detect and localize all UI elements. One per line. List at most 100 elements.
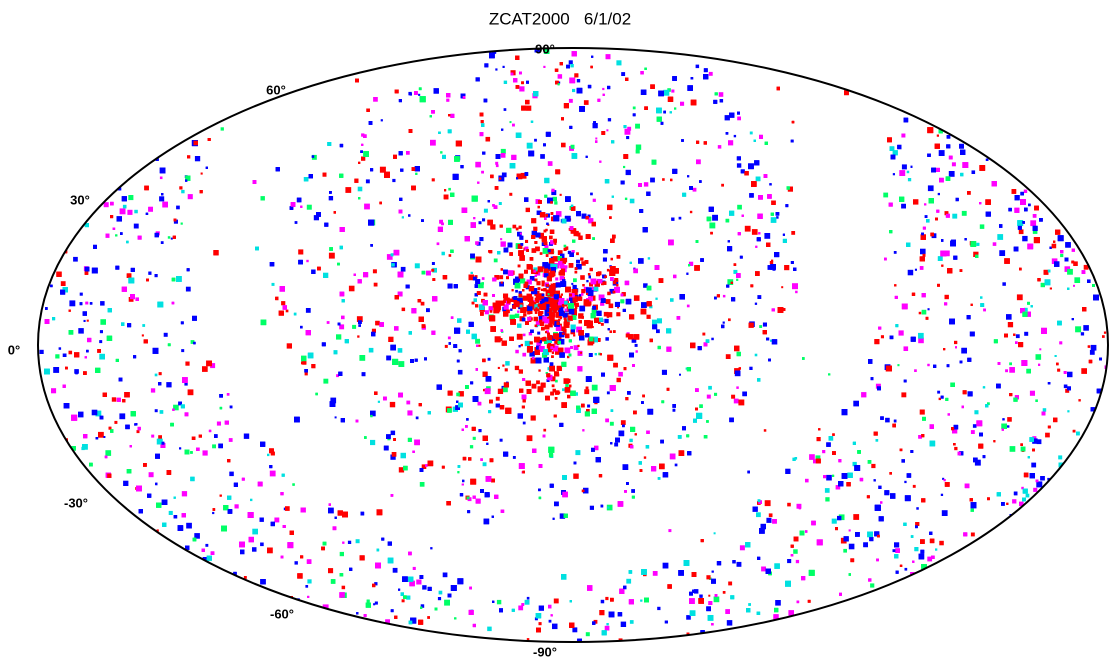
galaxy-dot [99, 354, 105, 360]
galaxy-dot [135, 297, 139, 301]
galaxy-dot [655, 298, 657, 300]
galaxy-dot [805, 479, 809, 483]
galaxy-dot [986, 159, 988, 161]
galaxy-dot [839, 593, 842, 596]
galaxy-dot [675, 464, 678, 467]
galaxy-dot [564, 245, 567, 248]
galaxy-dot [769, 513, 773, 517]
galaxy-dot [374, 283, 378, 287]
galaxy-dot [513, 456, 516, 459]
galaxy-dot [447, 408, 452, 413]
galaxy-dot [677, 316, 681, 320]
galaxy-dot [524, 197, 528, 201]
galaxy-dot [629, 570, 633, 574]
galaxy-dot [470, 445, 473, 448]
galaxy-dot [437, 242, 440, 245]
galaxy-dot [328, 568, 333, 573]
galaxy-dot [370, 415, 372, 417]
galaxy-dot [626, 579, 631, 584]
galaxy-dot [146, 279, 149, 282]
galaxy-dot [761, 567, 766, 572]
galaxy-dot [994, 339, 998, 343]
galaxy-dot [915, 269, 917, 271]
galaxy-dot [159, 196, 164, 201]
galaxy-dot [501, 153, 506, 158]
galaxy-dot [497, 600, 501, 604]
galaxy-dot [158, 435, 162, 439]
galaxy-dot [690, 211, 692, 213]
galaxy-dot [775, 600, 781, 606]
galaxy-dot [356, 539, 360, 543]
galaxy-dot [911, 166, 913, 168]
galaxy-dot [495, 68, 497, 70]
galaxy-dot [506, 228, 511, 233]
galaxy-dot [364, 204, 370, 210]
galaxy-dot [916, 507, 919, 510]
galaxy-dot [952, 214, 957, 219]
sky-map: ZCAT2000 6/1/02 90° 60° 30° 0° -30° -60°… [0, 0, 1112, 662]
galaxy-dot [610, 330, 613, 333]
galaxy-dot [766, 338, 769, 341]
galaxy-dot [142, 324, 145, 327]
galaxy-dot [567, 395, 570, 398]
galaxy-dot [287, 343, 292, 348]
galaxy-dot [219, 394, 223, 398]
galaxy-dot [719, 92, 724, 97]
galaxy-dot [475, 241, 478, 244]
galaxy-dot [201, 173, 203, 175]
galaxy-dot [459, 349, 462, 352]
galaxy-dot [881, 335, 884, 338]
galaxy-dot [543, 66, 545, 68]
galaxy-dot [437, 384, 443, 390]
galaxy-dot [727, 620, 733, 626]
galaxy-dot [1083, 325, 1089, 331]
galaxy-dot [670, 298, 674, 302]
galaxy-dot [592, 385, 598, 391]
galaxy-dot [361, 512, 365, 516]
galaxy-dot [577, 79, 580, 82]
galaxy-dot [617, 378, 621, 382]
galaxy-dot [185, 362, 189, 366]
galaxy-dot [575, 450, 580, 455]
galaxy-dot [323, 273, 328, 278]
galaxy-dot [605, 179, 609, 183]
galaxy-dot [1054, 261, 1059, 266]
galaxy-dot [475, 339, 480, 344]
galaxy-dot [726, 354, 731, 359]
galaxy-dot [687, 175, 689, 177]
galaxy-dot [964, 238, 967, 241]
galaxy-dot [920, 410, 925, 415]
galaxy-dot [377, 549, 380, 552]
galaxy-dot [952, 162, 956, 166]
galaxy-dot [1036, 354, 1042, 360]
galaxy-dot [893, 173, 895, 175]
galaxy-dot [533, 227, 537, 231]
galaxy-dot [478, 345, 480, 347]
galaxy-dot [566, 65, 570, 69]
galaxy-dot [826, 475, 832, 481]
galaxy-dot [942, 510, 948, 516]
galaxy-dot [590, 506, 594, 510]
galaxy-dot [1024, 332, 1028, 336]
galaxy-dot [549, 620, 552, 623]
galaxy-dot [657, 607, 660, 610]
galaxy-dot [946, 176, 951, 181]
galaxy-dot [894, 251, 897, 254]
galaxy-dot [485, 388, 491, 394]
galaxy-dot [499, 275, 503, 279]
galaxy-dot [512, 124, 515, 127]
galaxy-dot [327, 321, 330, 324]
galaxy-dot [453, 344, 457, 348]
galaxy-dot [885, 418, 890, 423]
galaxy-dot [492, 294, 495, 297]
galaxy-dot [576, 252, 579, 255]
galaxy-dot [601, 323, 604, 326]
galaxy-dot [612, 196, 614, 198]
galaxy-dot [706, 606, 711, 611]
galaxy-dot [161, 241, 164, 244]
galaxy-dot [519, 369, 523, 373]
galaxy-dot [171, 238, 173, 240]
galaxy-dot [904, 346, 909, 351]
galaxy-dot [954, 341, 957, 344]
galaxy-dot [579, 306, 585, 312]
